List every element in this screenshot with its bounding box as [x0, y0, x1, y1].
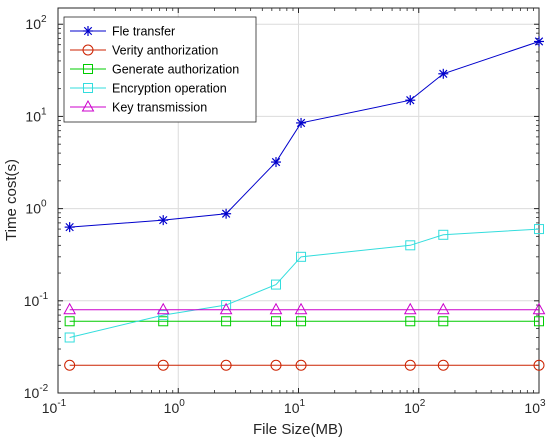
legend-label-5: Key transmission	[112, 101, 207, 115]
legend-marker-5	[81, 99, 95, 112]
series-4	[64, 224, 544, 343]
data-point-3-5	[296, 316, 307, 327]
x-tick-label: 100	[164, 398, 186, 416]
data-point-5-2	[156, 302, 170, 315]
legend-label-2: Verity anthorization	[112, 44, 218, 58]
data-point-2-5	[295, 359, 307, 371]
data-point-2-6	[404, 359, 416, 371]
series-layer	[63, 36, 546, 371]
legend-marker-3	[83, 64, 93, 74]
data-point-4-7	[438, 229, 449, 240]
data-point-2-7	[437, 359, 449, 371]
y-tick-label: 102	[25, 14, 47, 32]
data-point-3-1	[64, 316, 75, 327]
data-point-1-2	[158, 215, 169, 226]
data-point-4-5	[296, 251, 307, 262]
data-point-5-6	[403, 302, 417, 315]
data-point-1-6	[405, 95, 416, 106]
y-axis-label: Time cost(s)	[3, 159, 20, 241]
data-point-2-8	[533, 359, 545, 371]
data-point-3-8	[534, 316, 544, 327]
data-point-5-1	[63, 302, 76, 315]
series-line-4	[69, 228, 540, 338]
data-point-4-8	[534, 224, 544, 235]
y-tick-label: 10-2	[24, 383, 49, 401]
data-point-4-1	[64, 332, 75, 343]
data-point-5-8	[532, 302, 546, 315]
series-2	[64, 359, 545, 371]
series-1	[64, 36, 544, 233]
legend-label-4: Encryption operation	[112, 82, 227, 96]
x-axis-label: File Size(MB)	[253, 421, 343, 438]
data-point-5-7	[436, 302, 450, 315]
data-point-4-6	[405, 240, 416, 251]
data-point-1-3	[221, 208, 232, 219]
data-point-5-4	[269, 302, 283, 315]
data-point-1-1	[64, 222, 75, 233]
x-tick-label: 102	[404, 398, 426, 416]
data-point-4-2	[158, 310, 169, 321]
legend-marker-2	[82, 44, 94, 56]
series-3	[64, 316, 544, 327]
series-line-1	[69, 41, 540, 228]
data-point-3-3	[221, 316, 232, 327]
x-tick-label: 10-1	[42, 398, 67, 416]
legend-marker-4	[83, 83, 93, 93]
y-tick-label: 101	[25, 106, 47, 124]
data-point-2-2	[157, 359, 169, 371]
data-point-1-4	[271, 157, 282, 168]
data-point-2-3	[220, 359, 232, 371]
data-point-1-5	[296, 117, 307, 128]
series-5	[63, 302, 546, 315]
data-point-4-4	[271, 279, 282, 290]
data-point-3-2	[158, 316, 169, 327]
x-tick-label: 101	[284, 398, 306, 416]
data-point-1-7	[438, 68, 449, 79]
data-point-3-6	[405, 316, 416, 327]
data-point-3-4	[271, 316, 282, 327]
legend: Fle transfer Verity anthorization Generate…	[63, 16, 257, 123]
data-point-2-4	[270, 359, 282, 371]
legend-marker-1	[83, 26, 93, 36]
legend-label-3: Generate authorization	[112, 63, 239, 77]
legend-label-1: Fle transfer	[112, 25, 175, 39]
y-tick-label: 10-1	[24, 291, 49, 309]
x-tick-label: 103	[524, 398, 546, 416]
data-point-5-3	[219, 302, 233, 315]
data-point-5-5	[294, 302, 308, 315]
data-point-1-8	[534, 36, 544, 47]
data-point-3-7	[438, 316, 449, 327]
y-tick-label: 100	[25, 199, 47, 217]
data-point-2-1	[64, 359, 76, 371]
